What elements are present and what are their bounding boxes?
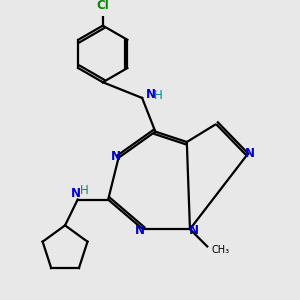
Text: Cl: Cl — [96, 0, 109, 12]
Text: CH₃: CH₃ — [211, 244, 229, 255]
Text: N: N — [111, 150, 121, 163]
Text: N: N — [146, 88, 156, 101]
Text: H: H — [80, 184, 88, 197]
Text: N: N — [245, 148, 255, 160]
Text: N: N — [71, 187, 81, 200]
Text: H: H — [154, 89, 163, 102]
Text: N: N — [189, 224, 199, 237]
Text: N: N — [135, 224, 145, 237]
